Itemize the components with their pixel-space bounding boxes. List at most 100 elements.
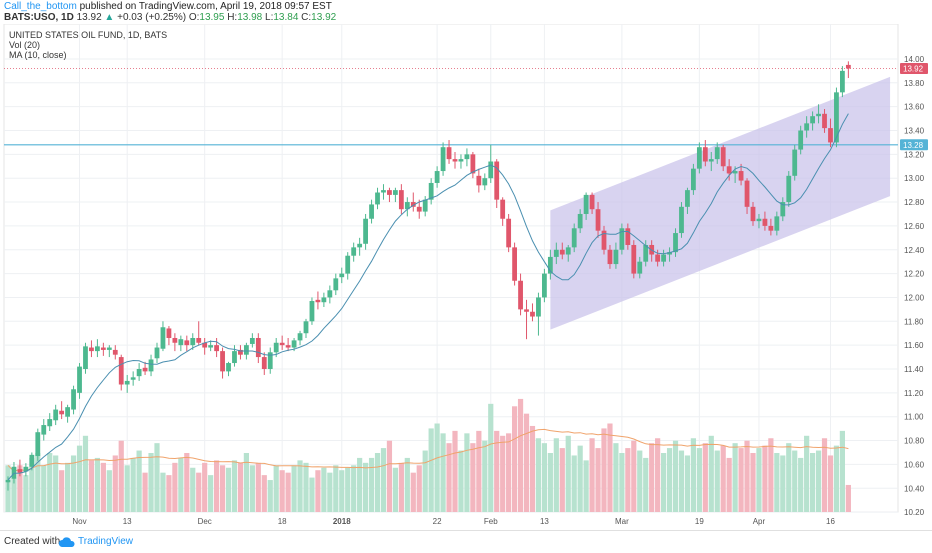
volume-bar <box>821 438 828 512</box>
volume-bar <box>738 448 744 512</box>
candle-body <box>172 337 178 343</box>
candle-body <box>565 247 571 255</box>
y-tick-label: 13.00 <box>904 174 925 183</box>
tradingview-brand[interactable]: TradingView <box>78 536 134 547</box>
open-label: O: <box>188 12 200 23</box>
candle-body <box>226 363 231 372</box>
volume-bar <box>351 465 357 512</box>
candle-body <box>714 147 720 160</box>
price-chart[interactable]: 14.00 13.80 13.60 13.40 13.20 13.00 12.80 12.60… <box>0 23 932 530</box>
volume-bar <box>452 430 458 512</box>
y-tick-label: 10.40 <box>904 484 925 493</box>
volume-bars <box>5 398 851 512</box>
candle-body <box>23 466 29 472</box>
candle-body <box>315 299 321 303</box>
candle-body <box>178 339 184 346</box>
volume-bar <box>23 475 29 512</box>
volume-bar <box>142 472 148 512</box>
legend-ma: MA (10, close) <box>9 50 67 60</box>
volume-bar <box>625 448 631 512</box>
volume-bar <box>53 455 59 512</box>
volume-ma-line <box>7 428 849 472</box>
candle-body <box>297 333 303 341</box>
volume-bar <box>404 457 410 512</box>
volume-bar <box>434 423 440 512</box>
candle-body <box>536 297 541 317</box>
volume-bar <box>601 428 607 512</box>
candle-body <box>11 466 17 479</box>
volume-bar <box>76 445 83 512</box>
volume-bar <box>368 457 375 512</box>
volume-bar <box>65 462 71 512</box>
volume-bar <box>309 477 315 512</box>
candle-body <box>732 171 738 174</box>
volume-bar <box>839 430 845 512</box>
volume-bar <box>714 450 720 512</box>
volume-bar <box>833 445 840 512</box>
volume-bar <box>768 438 774 512</box>
volume-bar <box>523 413 530 512</box>
volume-bar <box>130 457 136 512</box>
candle-body <box>655 254 661 262</box>
volume-bar <box>476 430 482 512</box>
candle-body <box>738 171 744 181</box>
volume-bar <box>237 462 244 512</box>
legend-title: UNITED STATES OIL FUND, 1D, BATS <box>9 30 167 40</box>
candle-body <box>428 182 434 200</box>
volume-bar <box>595 448 601 512</box>
candle-body <box>691 168 696 191</box>
volume-bar <box>279 470 285 512</box>
close-label: C: <box>301 12 312 23</box>
volume-bar <box>166 475 172 512</box>
candle-body <box>255 337 261 358</box>
moving-average <box>7 113 849 481</box>
candle-body <box>750 206 756 222</box>
candle-body <box>83 346 88 369</box>
candle-body <box>291 340 297 348</box>
last-price-badge: 13.92 <box>903 64 924 73</box>
volume-bar <box>672 440 679 512</box>
volume-bar <box>416 465 422 512</box>
level-price-badge: 13.28 <box>903 141 924 150</box>
volume-bar <box>702 443 708 512</box>
candle-body <box>154 347 160 359</box>
candle-body <box>673 233 678 253</box>
candle-body <box>524 309 529 312</box>
volume-bar <box>553 438 559 512</box>
volume-bar <box>607 423 613 512</box>
candle-body <box>65 407 70 417</box>
candle-body <box>679 206 684 234</box>
candle-body <box>273 342 279 353</box>
candle-body <box>506 218 512 248</box>
author-link[interactable]: Call_the_bottom <box>4 1 77 12</box>
candle-body <box>607 249 613 265</box>
volume-bar <box>214 460 220 512</box>
volume-bar <box>696 448 702 512</box>
candle-body <box>410 202 416 207</box>
candle-body <box>244 345 249 355</box>
volume-bar <box>541 443 547 512</box>
volume-bar <box>488 403 494 512</box>
candle-body <box>828 128 833 143</box>
candle-body <box>357 243 363 248</box>
volume-bar <box>333 465 339 512</box>
volume-bar <box>255 462 261 512</box>
volume-bar <box>845 484 851 512</box>
chart-container[interactable]: 14.00 13.80 13.60 13.40 13.20 13.00 12.80 12.60… <box>0 23 932 530</box>
x-tick-label: 13 <box>540 517 549 526</box>
volume-bar <box>267 480 273 512</box>
volume-bar <box>464 433 470 512</box>
candle-body <box>381 190 386 193</box>
volume-bar <box>583 460 589 512</box>
candle-body <box>756 218 762 222</box>
volume-bar <box>690 438 696 512</box>
candle-body <box>482 178 488 186</box>
low-label: L: <box>265 12 274 23</box>
candle-body <box>780 202 786 217</box>
volume-bar <box>762 445 768 512</box>
candle-body <box>279 342 285 346</box>
volume-bar <box>637 450 643 512</box>
volume-bar <box>196 472 202 512</box>
volume-bar <box>202 462 208 512</box>
candle-body <box>59 410 65 415</box>
